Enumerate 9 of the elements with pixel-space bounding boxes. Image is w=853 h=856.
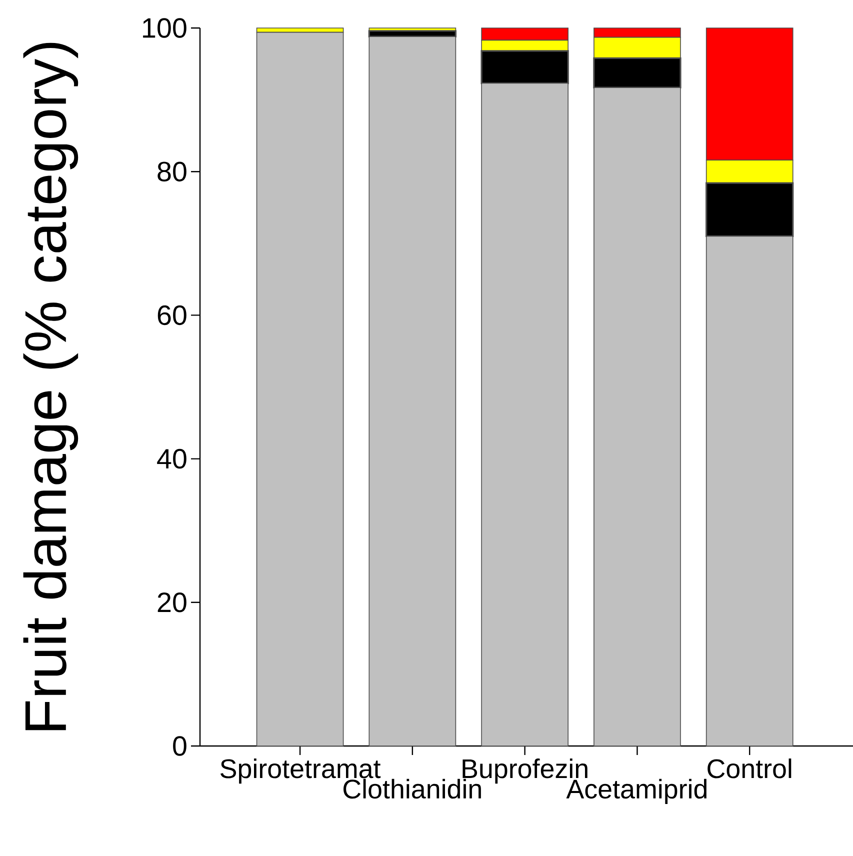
y-tick-label: 60	[158, 305, 186, 326]
y-tick-label: 0	[173, 736, 186, 756]
y-axis-title: Fruit damage (% category)	[23, 42, 78, 730]
y-tick-label: 20	[158, 592, 186, 612]
y-tick-label: 100	[143, 18, 186, 38]
y-tick-label: 40	[157, 448, 186, 469]
bar	[256, 32, 344, 746]
x-tick-label: Control	[708, 758, 792, 778]
y-tick-label: 80	[158, 162, 186, 182]
